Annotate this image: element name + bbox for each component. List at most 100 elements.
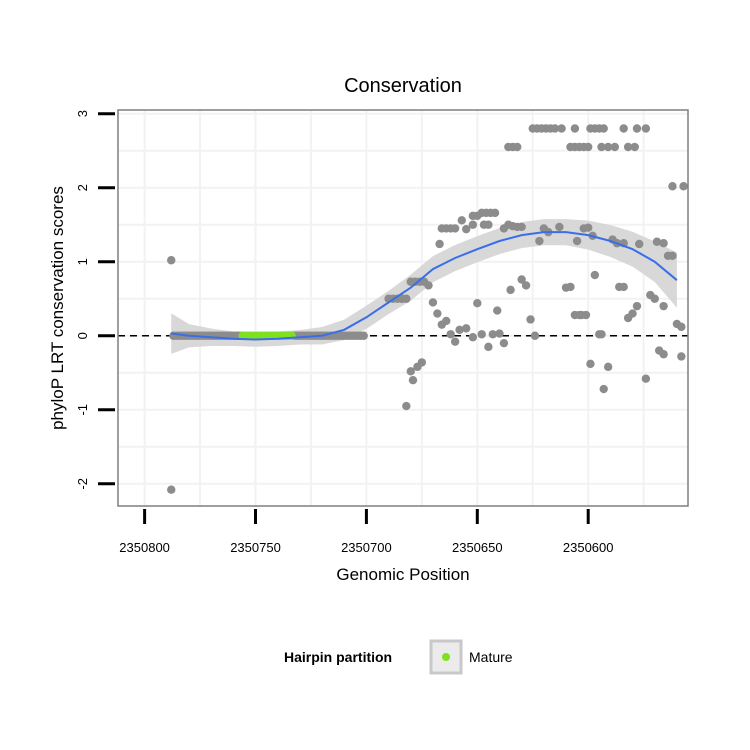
data-point-91 [590,270,600,280]
data-point-36 [468,211,478,221]
data-point-1 [167,485,176,494]
y-tick-label-2: 0 [75,332,90,339]
data-point-17 [435,239,444,249]
data-point-114 [630,142,639,152]
panel-background [118,110,688,506]
data-point-116 [641,374,651,383]
data-point-95 [603,362,613,372]
data-point-124 [668,251,677,261]
data-point-89 [581,310,591,320]
data-point-79 [572,236,582,246]
x-tick-label-3: 2350650 [452,540,503,555]
data-point-25 [433,309,442,318]
data-point-12 [406,367,415,376]
data-point-43 [473,298,482,308]
data-point-122 [659,239,668,248]
data-point-49 [499,338,509,348]
data-point-111 [619,124,628,133]
data-point-54 [517,222,526,232]
data-point-44 [477,330,486,339]
data-point-87 [583,142,593,152]
data-point-29 [450,337,460,346]
data-point-112 [632,124,642,133]
x-tick-label-0: 2350800 [119,540,170,555]
y-tick-label-4: 2 [75,184,90,191]
data-point-129 [668,182,677,191]
data-point-16 [402,401,411,411]
data-point-106 [619,282,628,292]
legend-mature-dot [442,653,450,661]
data-point-113 [623,142,633,152]
data-point-128 [677,352,686,361]
data-point-48 [495,329,504,338]
smooth-line-layer [171,231,678,341]
data-point-47 [493,306,502,315]
y-tick-label-1: -1 [75,404,90,416]
panel-border [117,109,689,507]
x-tick-label-1: 2350750 [230,540,281,555]
data-point-63 [535,236,544,246]
data-point-22 [457,216,466,225]
smooth-fit-line [171,231,678,341]
data-point-109 [632,301,642,311]
data-point-72 [555,222,564,232]
chart-title: Conservation [344,75,462,97]
data-point-13 [408,375,418,385]
data-point-42 [468,333,478,342]
y-axis-title: phyloP LRT conservation scores [48,186,67,430]
data-point-59 [517,275,526,284]
data-point-45 [484,342,493,352]
data-point-118 [650,294,659,303]
data-point-127 [677,322,686,332]
data-point-71 [550,124,560,133]
x-axis: 2350800 2350750 2350700 2350650 2350600 [119,509,614,555]
data-point-61 [526,315,535,324]
data-point-60 [521,281,531,290]
confidence-ribbon [171,219,677,354]
data-point-94 [599,384,608,394]
data-point-99 [599,124,608,133]
data-point-100 [597,142,606,152]
data-point-11 [397,294,407,303]
grid-lines [118,110,688,506]
data-point-40 [490,208,500,218]
y-axis: -2 -1 0 1 2 3 [75,110,115,490]
data-point-35 [484,220,493,229]
data-point-15 [417,358,427,367]
data-point-46 [488,330,498,339]
data-point-31 [462,224,471,234]
data-point-57 [513,142,522,152]
data-point-101 [603,142,613,152]
data-point-77 [557,124,566,133]
data-point-41 [462,324,471,333]
y-tick-label-3: 1 [75,258,90,265]
data-point-27 [442,316,451,326]
confidence-ribbon-layer [171,219,677,354]
baseline-point-66 [359,331,368,340]
legend-title: Hairpin partition [284,649,392,665]
data-point-0 [167,256,176,265]
data-point-24 [428,298,438,307]
data-point-125 [659,301,668,311]
plot-panel [117,109,689,507]
data-point-23 [424,281,433,290]
x-tick-label-2: 2350700 [341,540,392,555]
data-point-121 [652,237,662,246]
data-point-28 [446,330,455,339]
x-tick-label-4: 2350600 [563,540,614,555]
data-point-115 [635,239,644,249]
legend-label-mature: Mature [469,649,513,665]
data-point-110 [610,142,620,152]
y-tick-label-5: 3 [75,110,90,117]
data-point-131 [641,124,651,133]
data-point-120 [659,350,668,359]
data-point-78 [570,124,580,133]
data-point-62 [530,331,540,340]
legend: Hairpin partition Mature [284,639,513,675]
data-point-108 [628,309,637,318]
data-point-32 [468,220,478,229]
x-axis-title: Genomic Position [336,565,469,584]
y-tick-label-0: -2 [75,478,90,490]
data-point-30 [455,325,464,335]
